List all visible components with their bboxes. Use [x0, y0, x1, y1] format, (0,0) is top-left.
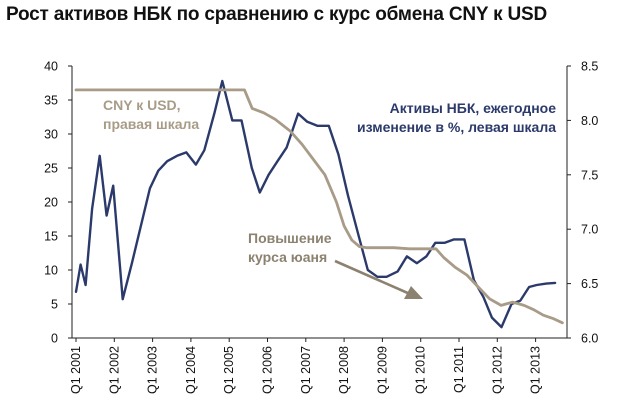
annotation-yuan-appreciation: Повышение курса юаня: [248, 230, 332, 265]
left-tick-label: 40: [44, 60, 58, 74]
x-tick-label: Q1 2010: [414, 346, 428, 394]
x-tick-label: Q1 2005: [222, 346, 236, 394]
left-tick-label: 0: [51, 332, 58, 346]
x-tick-label: Q1 2003: [146, 346, 160, 394]
x-tick-label: Q1 2006: [261, 346, 275, 394]
x-tick-label: Q1 2011: [452, 346, 466, 393]
left-tick-label: 5: [51, 298, 58, 312]
axes: 0 5 10 15 20 25 30 35 40 6.0 6.5 7.0 7.5 8.0 8.5 Q1 200…: [44, 60, 598, 394]
x-tick-label: Q1 2002: [107, 346, 121, 394]
label-cny-usd: CNY к USD, правая шкала: [103, 97, 199, 132]
right-tick-label: 8.5: [581, 60, 598, 74]
x-tick-label: Q1 2007: [299, 346, 313, 394]
left-tick-label: 15: [44, 230, 58, 244]
left-tick-label: 10: [44, 264, 58, 278]
label-nbk-assets: Активы НБК, ежегодное изменение в %, лева…: [357, 100, 556, 135]
x-tick-label: Q1 2001: [69, 346, 83, 394]
x-tick-label: Q1 2008: [337, 346, 351, 394]
series-lines: [74, 79, 564, 329]
left-tick-label: 30: [44, 128, 58, 142]
right-tick-label: 6.5: [581, 277, 598, 291]
right-tick-label: 8.0: [581, 114, 598, 128]
annotations: Активы НБК, ежегодное изменение в %, лева…: [103, 97, 556, 299]
left-tick-label: 25: [44, 162, 58, 176]
annotation-arrow-shaft: [334, 259, 411, 296]
left-tick-label: 35: [44, 94, 58, 108]
annotation-arrow-head: [404, 286, 423, 299]
right-tick-label: 6.0: [581, 332, 598, 346]
x-tick-label: Q1 2012: [490, 346, 504, 394]
right-tick-label: 7.0: [581, 223, 598, 237]
x-tick-label: Q1 2013: [529, 346, 543, 394]
series-line-cny-usd: [74, 88, 564, 325]
x-tick-label: Q1 2009: [375, 346, 389, 394]
left-tick-label: 20: [44, 196, 58, 210]
right-tick-label: 7.5: [581, 168, 598, 182]
chart-title: Рост активов НБК по сравнению с курс обм…: [6, 4, 548, 25]
x-tick-label: Q1 2004: [184, 346, 198, 394]
